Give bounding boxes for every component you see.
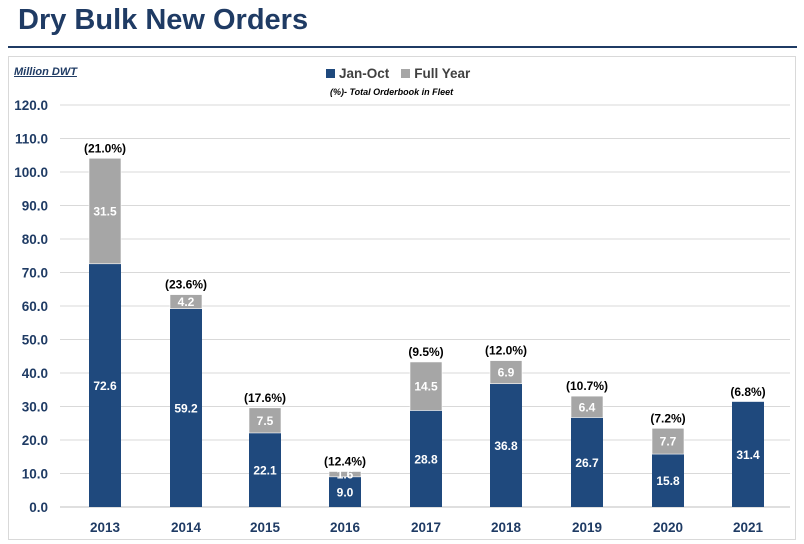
data-label-full-year: 6.4 <box>579 400 596 414</box>
x-tick-label: 2018 <box>491 520 522 535</box>
x-tick-label: 2015 <box>250 520 281 535</box>
legend-label-jan-oct: Jan-Oct <box>339 66 390 81</box>
x-tick-label: 2020 <box>653 520 683 535</box>
y-tick-label: 10.0 <box>22 467 48 482</box>
y-tick-label: 60.0 <box>22 299 48 314</box>
y-tick-label: 50.0 <box>22 333 48 348</box>
bar-jan-oct <box>89 263 121 507</box>
legend-label-full-year: Full Year <box>414 66 471 81</box>
bar-full-year <box>651 427 685 455</box>
bar-jan-oct <box>170 308 202 507</box>
data-label-full-year: 6.9 <box>498 366 515 380</box>
y-tick-label: 70.0 <box>22 266 48 281</box>
data-label-full-year: 14.5 <box>414 380 438 394</box>
page-title: Dry Bulk New Orders <box>18 4 309 36</box>
legend-item-jan-oct: Jan-Oct <box>326 66 389 81</box>
orderbook-annotation: (21.0%) <box>84 141 126 155</box>
x-tick-label: 2017 <box>411 520 441 535</box>
legend-swatch-full-year <box>401 69 411 78</box>
bar-jan-oct <box>249 432 281 507</box>
bar-full-year <box>570 395 604 418</box>
data-label-jan-oct: 22.1 <box>253 463 277 477</box>
bar-full-year <box>489 360 523 385</box>
bar-jan-oct <box>732 401 764 507</box>
y-tick-label: 40.0 <box>22 366 48 381</box>
data-label-full-year: 7.5 <box>257 414 274 428</box>
bar-full-year <box>328 471 362 478</box>
bar-full-year <box>248 407 282 434</box>
bar-jan-oct <box>410 410 442 507</box>
orderbook-annotation: (6.8%) <box>730 385 765 399</box>
x-tick-label: 2019 <box>572 520 602 535</box>
orderbook-annotation: (23.6%) <box>165 278 207 292</box>
data-label-jan-oct: 15.8 <box>656 474 680 488</box>
y-tick-label: 90.0 <box>22 199 48 214</box>
y-tick-label: 80.0 <box>22 232 48 247</box>
x-tick-label: 2016 <box>330 520 361 535</box>
bar-jan-oct <box>571 417 603 507</box>
data-label-jan-oct: 36.8 <box>494 439 518 453</box>
orderbook-note: (%)- Total Orderbook in Fleet <box>330 87 454 97</box>
y-tick-label: 30.0 <box>22 400 48 415</box>
bar-full-year <box>88 157 122 265</box>
y-tick-label: 0.0 <box>29 500 48 515</box>
y-tick-label: 100.0 <box>14 165 48 180</box>
orderbook-annotation: (10.7%) <box>566 379 608 393</box>
bar-jan-oct <box>329 476 361 507</box>
orderbook-annotation: (12.4%) <box>324 454 366 468</box>
data-label-full-year: 1.6 <box>337 468 354 482</box>
chart-legend: Jan-Oct Full Year <box>326 66 482 81</box>
x-tick-label: 2013 <box>90 520 121 535</box>
chart-frame <box>8 56 796 540</box>
data-label-jan-oct: 72.6 <box>93 379 117 393</box>
data-label-full-year: 31.5 <box>93 205 117 219</box>
bar-full-year <box>169 294 203 309</box>
data-label-full-year: 7.7 <box>660 435 677 449</box>
bar-jan-oct <box>490 383 522 507</box>
title-divider <box>8 46 797 48</box>
orderbook-annotation: (17.6%) <box>244 391 286 405</box>
y-tick-label: 120.0 <box>14 98 48 113</box>
legend-item-full-year: Full Year <box>401 66 470 81</box>
y-tick-label: 20.0 <box>22 433 48 448</box>
data-label-jan-oct: 9.0 <box>337 485 354 499</box>
x-tick-label: 2014 <box>171 520 202 535</box>
data-label-jan-oct: 26.7 <box>575 456 599 470</box>
data-label-jan-oct: 28.8 <box>414 452 438 466</box>
bar-full-year <box>409 361 443 411</box>
unit-label: Million DWT <box>14 66 77 78</box>
x-tick-label: 2021 <box>733 520 764 535</box>
orderbook-annotation: (9.5%) <box>408 345 443 359</box>
data-label-full-year: 4.2 <box>178 295 195 309</box>
y-tick-label: 110.0 <box>15 132 48 147</box>
orderbook-annotation: (12.0%) <box>485 344 527 358</box>
data-label-jan-oct: 31.4 <box>736 448 760 462</box>
legend-swatch-jan-oct <box>326 69 335 78</box>
bar-jan-oct <box>652 454 684 507</box>
data-label-jan-oct: 59.2 <box>174 401 198 415</box>
orderbook-annotation: (7.2%) <box>650 411 685 425</box>
